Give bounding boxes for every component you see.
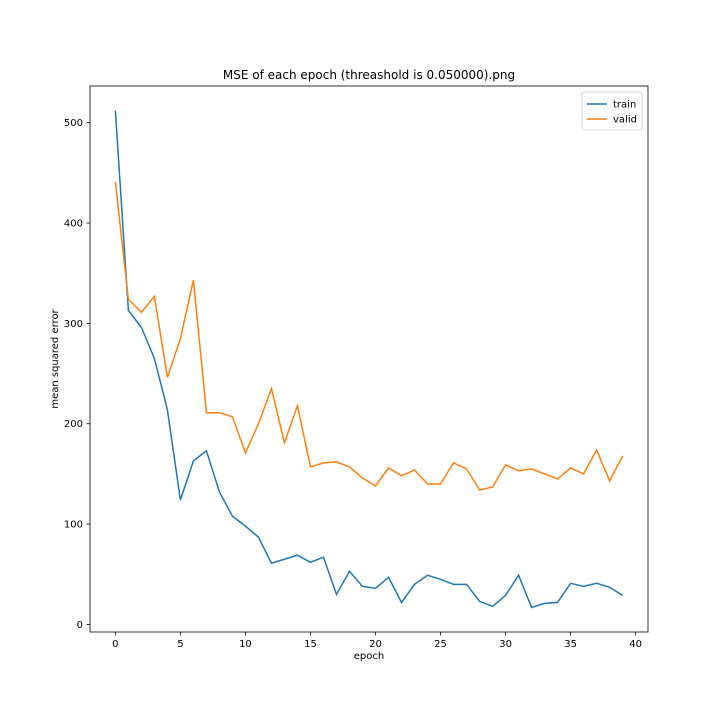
y-axis-label: mean squared error [50, 308, 61, 408]
y-tick-label: 0 [77, 620, 83, 631]
x-tick-label: 40 [629, 639, 642, 650]
y-tick-label: 500 [64, 118, 83, 129]
legend-label: valid [613, 115, 637, 126]
line [114, 110, 624, 609]
legend-box [581, 91, 643, 131]
plot-frame [89, 85, 649, 633]
x-tick-label: 10 [239, 639, 252, 650]
x-tick-label: 15 [304, 639, 317, 650]
y-tick-label: 100 [64, 520, 83, 531]
y-tick-label: 300 [64, 319, 83, 330]
x-tick-label: 5 [177, 639, 183, 650]
x-tick-label: 25 [434, 639, 447, 650]
x-tick-label: 20 [369, 639, 382, 650]
y-tick-label: 400 [64, 219, 83, 230]
legend-label: train [613, 100, 636, 111]
x-axis-label: epoch [354, 651, 384, 662]
chart-title: MSE of each epoch (threashold is 0.05000… [223, 68, 515, 82]
line [114, 181, 624, 491]
x-tick-label: 30 [499, 639, 512, 650]
x-tick-label: 0 [112, 639, 118, 650]
x-tick-label: 35 [564, 639, 577, 650]
y-tick-label: 200 [64, 419, 83, 430]
